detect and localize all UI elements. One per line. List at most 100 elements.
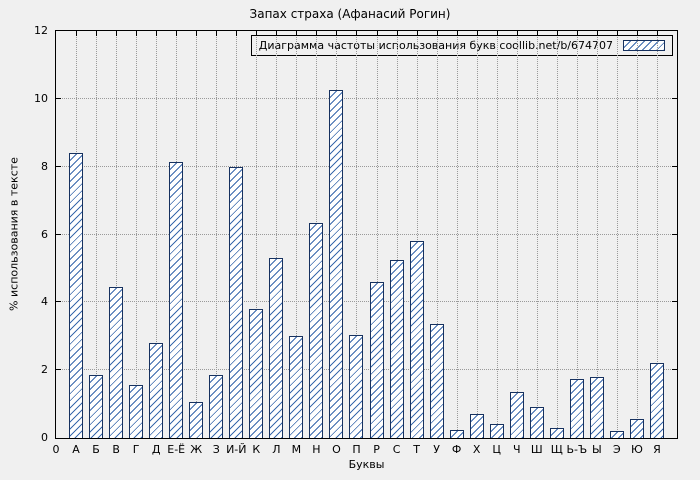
x-tick-label: В: [112, 443, 120, 456]
bar-О: [329, 90, 344, 438]
grid-line-vertical: [556, 31, 558, 438]
bar-У: [429, 324, 444, 438]
x-tick-label: М: [291, 443, 302, 456]
y-tick-mark: [56, 233, 61, 235]
x-tick-mark: [76, 31, 78, 36]
x-tick-mark: [236, 31, 238, 36]
bar-Ф: [449, 429, 464, 438]
x-tick-mark: [396, 31, 398, 36]
bar-В: [109, 287, 124, 438]
x-tick-mark: [476, 31, 478, 36]
x-tick-mark: [556, 31, 558, 36]
x-tick-mark: [356, 31, 358, 36]
x-tick-mark: [456, 31, 458, 36]
bar-Щ: [549, 427, 564, 438]
y-tick-mark: [672, 369, 677, 371]
x-tick-label: У: [433, 443, 440, 456]
grid-line-vertical: [476, 31, 478, 438]
x-tick-label: Б: [92, 443, 100, 456]
x-tick-mark: [156, 31, 158, 36]
x-tick-mark: [136, 31, 138, 36]
x-tick-label: З: [212, 443, 220, 456]
x-tick-mark: [216, 31, 218, 36]
grid-line-vertical: [536, 31, 538, 438]
grid-line-vertical: [116, 31, 118, 438]
grid-line-horizontal: [56, 165, 677, 167]
x-tick-label: Н: [312, 443, 321, 456]
x-tick-label: Д: [151, 443, 161, 456]
x-tick-mark: [336, 31, 338, 36]
grid-line-vertical: [456, 31, 458, 438]
grid-line-vertical: [256, 31, 258, 438]
x-tick-mark: [656, 31, 658, 36]
legend-swatch: [623, 40, 665, 51]
x-tick-label: 0: [52, 443, 60, 456]
bar-Ж: [189, 402, 204, 438]
grid-line-vertical: [416, 31, 418, 438]
x-tick-mark: [616, 31, 618, 36]
x-tick-label: Р: [373, 443, 380, 456]
y-tick-mark: [56, 97, 61, 99]
bar-Ы: [589, 376, 604, 438]
x-tick-mark: [596, 31, 598, 36]
x-tick-mark: [196, 31, 198, 36]
grid-line-vertical: [516, 31, 518, 438]
x-tick-label: Ь-Ъ: [566, 443, 588, 456]
bar-Я: [649, 363, 664, 438]
grid-line-vertical: [596, 31, 598, 438]
x-tick-mark: [576, 31, 578, 36]
grid-line-vertical: [96, 31, 98, 438]
x-tick-label: П: [352, 443, 361, 456]
y-tick-mark: [56, 301, 61, 303]
x-tick-label: Х: [472, 443, 481, 456]
grid-line-vertical: [636, 31, 638, 438]
y-tick-mark: [56, 165, 61, 167]
bar-С: [389, 259, 404, 438]
x-tick-mark: [636, 31, 638, 36]
x-tick-label: А: [72, 443, 80, 456]
grid-line-vertical: [216, 31, 218, 438]
y-tick-label: 0: [41, 431, 48, 444]
x-tick-mark: [416, 31, 418, 36]
x-tick-label: К: [252, 443, 261, 456]
grid-line-horizontal: [56, 233, 677, 235]
grid-line-vertical: [376, 31, 378, 438]
bar-П: [349, 334, 364, 438]
grid-line-vertical: [616, 31, 618, 438]
bar-М: [289, 336, 304, 438]
y-tick-label: 6: [41, 227, 48, 241]
bar-К: [249, 309, 264, 438]
bar-Ь-Ъ: [569, 378, 584, 438]
grid-line-horizontal: [56, 369, 677, 371]
x-tick-label: Ы: [592, 443, 602, 456]
x-tick-label: Э: [613, 443, 621, 456]
x-tick-label: С: [392, 443, 401, 456]
x-tick-label: Е-Ё: [167, 443, 186, 456]
bar-Ш: [529, 407, 544, 438]
grid-line-vertical: [196, 31, 198, 438]
bar-Ч: [509, 392, 524, 438]
grid-line-vertical: [576, 31, 578, 438]
grid-line-vertical: [396, 31, 398, 438]
x-tick-mark: [256, 31, 258, 36]
grid-line-vertical: [296, 31, 298, 438]
x-tick-label: Ц: [492, 443, 501, 456]
bar-Т: [409, 241, 424, 438]
x-tick-label: Ч: [512, 443, 521, 456]
grid-line-horizontal: [56, 301, 677, 303]
y-tick-mark: [672, 301, 677, 303]
bar-З: [209, 375, 224, 438]
y-tick-mark: [672, 97, 677, 99]
x-tick-label: Ф: [451, 443, 462, 456]
x-tick-mark: [516, 31, 518, 36]
y-tick-mark: [56, 369, 61, 371]
bar-Ц: [489, 424, 504, 438]
legend: Диаграмма частоты использования букв coo…: [250, 35, 673, 56]
y-tick-label: 4: [41, 295, 48, 309]
bar-Ю: [629, 419, 644, 438]
x-tick-label: О: [332, 443, 341, 456]
y-tick-mark: [672, 233, 677, 235]
bar-А: [69, 153, 84, 438]
x-tick-mark: [436, 31, 438, 36]
